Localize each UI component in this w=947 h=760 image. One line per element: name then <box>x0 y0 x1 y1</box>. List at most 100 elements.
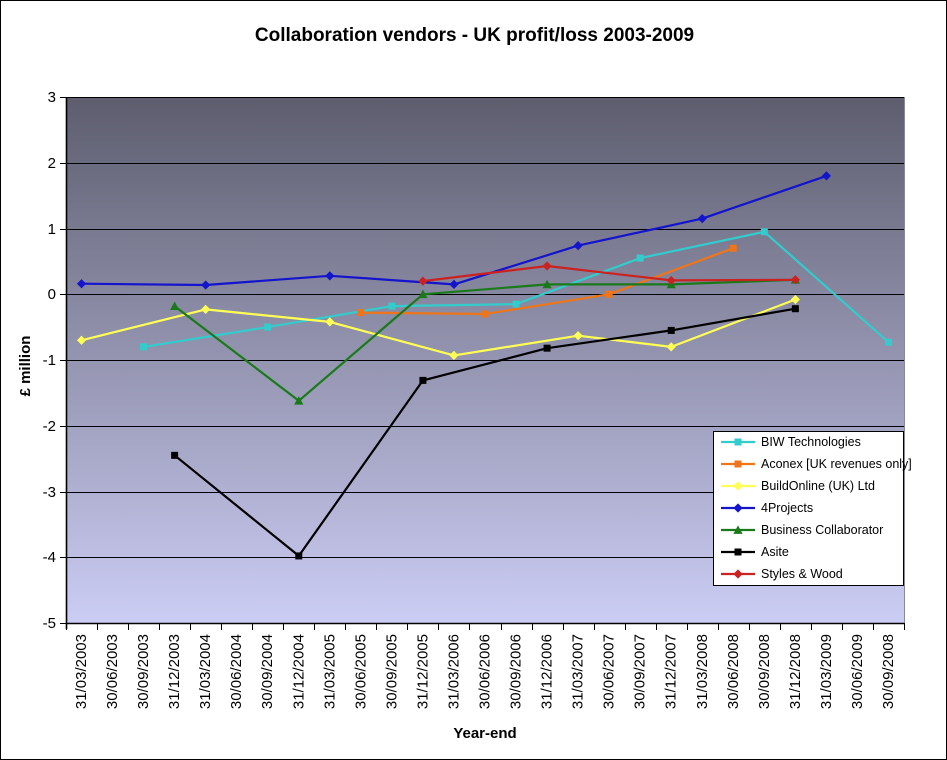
series-marker-buildonline-uk-ltd <box>76 335 87 345</box>
x-tick-label: 31/03/2007 <box>570 634 587 709</box>
y-tick-label: 0 <box>48 286 56 303</box>
series-marker-4projects <box>325 271 335 281</box>
legend-swatch-marker <box>733 481 743 491</box>
x-tick-label: 31/12/2005 <box>414 634 431 709</box>
series-marker-styles-wood <box>666 275 676 286</box>
x-tick-label: 30/09/2007 <box>632 634 649 709</box>
x-tick-label: 30/06/2003 <box>104 634 121 709</box>
series-4projects <box>76 171 832 290</box>
legend-item-buildonline-uk-ltd: BuildOnline (UK) Ltd <box>721 479 875 493</box>
series-marker-styles-wood <box>542 261 552 271</box>
series-marker-4projects <box>201 280 211 290</box>
series-marker-biw-technologies <box>388 302 396 310</box>
x-tick-label: 31/12/2004 <box>290 634 307 709</box>
series-asite <box>171 305 799 560</box>
legend-label: Aconex [UK revenues only] <box>761 457 912 471</box>
series-marker-biw-technologies <box>140 343 148 351</box>
x-tick-label: 31/12/2007 <box>663 634 680 709</box>
legend-item-4projects: 4Projects <box>721 501 813 515</box>
legend-swatch-marker <box>733 569 743 579</box>
x-tick-label: 30/09/2006 <box>508 634 525 709</box>
legend-label: Styles & Wood <box>761 567 843 581</box>
series-marker-buildonline-uk-ltd <box>790 294 800 305</box>
legend-swatch-marker <box>733 503 743 513</box>
legend-item-styles-wood: Styles & Wood <box>721 567 843 581</box>
series-marker-styles-wood <box>418 276 428 286</box>
y-tick-label: -4 <box>43 549 56 566</box>
legend-item-aconex-uk-revenues-only: Aconex [UK revenues only] <box>721 457 912 471</box>
legend-label: BuildOnline (UK) Ltd <box>761 479 875 493</box>
series-marker-asite <box>667 326 675 334</box>
legend-item-biw-technologies: BIW Technologies <box>721 435 861 449</box>
legend-item-business-collaborator: Business Collaborator <box>721 523 883 537</box>
series-line-asite <box>173 307 797 558</box>
x-tick-label: 31/12/2008 <box>787 634 804 709</box>
series-marker-buildonline-uk-ltd <box>201 304 211 314</box>
x-tick-label: 30/06/2008 <box>725 634 742 709</box>
series-marker-buildonline-uk-ltd <box>325 317 335 327</box>
series-marker-asite <box>295 552 303 560</box>
x-tick-label: 31/03/2005 <box>321 634 338 709</box>
series-marker-biw-technologies <box>636 254 644 262</box>
series-buildonline-uk-ltd <box>76 294 800 360</box>
series-marker-buildonline-uk-ltd <box>449 350 459 360</box>
series-marker-business-collaborator <box>294 396 304 405</box>
series-marker-4projects <box>449 279 459 289</box>
legend-item-asite: Asite <box>721 545 789 559</box>
legend-label: BIW Technologies <box>761 435 861 449</box>
series-marker-biw-technologies <box>760 228 768 236</box>
series-line-aconex-uk-revenues-only <box>359 247 735 316</box>
x-tick-label: 30/06/2009 <box>849 634 866 709</box>
series-marker-buildonline-uk-ltd <box>666 342 676 352</box>
legend-label: Asite <box>761 545 789 559</box>
x-tick-label: 31/12/2003 <box>166 634 183 709</box>
series-marker-4projects <box>821 171 832 181</box>
legend-label: 4Projects <box>761 501 813 515</box>
x-tick-label: 30/09/2005 <box>383 634 400 709</box>
series-marker-business-collaborator <box>418 289 428 299</box>
series-marker-4projects <box>573 240 583 251</box>
y-tick-label: 2 <box>48 155 56 172</box>
x-tick-label: 30/06/2004 <box>228 634 245 709</box>
series-marker-biw-technologies <box>264 323 272 331</box>
y-tick-label: -2 <box>43 418 56 435</box>
legend-swatch-marker <box>734 548 742 556</box>
series-marker-aconex-uk-revenues-only <box>605 290 613 298</box>
series-marker-biw-technologies <box>512 300 520 308</box>
series-marker-asite <box>543 344 551 352</box>
series-marker-asite <box>171 451 179 459</box>
y-tick-label: -5 <box>43 615 56 632</box>
x-tick-label: 31/03/2004 <box>197 634 214 709</box>
series-marker-buildonline-uk-ltd <box>573 331 583 341</box>
y-tick-label: 3 <box>48 89 56 106</box>
x-tick-label: 31/03/2006 <box>445 634 462 709</box>
series-marker-business-collaborator <box>170 301 180 310</box>
legend-swatch-marker <box>733 525 743 534</box>
series-line-business-collaborator <box>173 278 797 402</box>
legend-swatch-marker <box>734 438 742 446</box>
series-marker-asite <box>419 376 427 384</box>
series-line-styles-wood <box>421 264 797 283</box>
series-marker-aconex-uk-revenues-only <box>729 244 737 252</box>
series-aconex-uk-revenues-only <box>357 244 737 318</box>
x-tick-label: 31/03/2008 <box>694 634 711 709</box>
x-tick-label: 30/09/2003 <box>135 634 152 709</box>
x-tick-label: 31/12/2006 <box>539 634 556 709</box>
y-tick-label: 1 <box>48 221 56 238</box>
series-marker-asite <box>791 305 799 313</box>
legend-label: Business Collaborator <box>761 523 883 537</box>
chart-title: Collaboration vendors - UK profit/loss 2… <box>254 25 695 46</box>
x-tick-label: 30/09/2004 <box>259 634 276 709</box>
x-axis-title: Year-end <box>453 725 517 742</box>
x-tick-label: 30/06/2007 <box>601 634 618 709</box>
legend-swatch-marker <box>734 460 742 468</box>
series-marker-aconex-uk-revenues-only <box>357 309 365 317</box>
x-tick-label: 31/03/2009 <box>818 634 835 709</box>
legend: BIW Technologies Aconex [UK revenues only… <box>713 431 912 586</box>
series-marker-styles-wood <box>790 275 800 285</box>
series-marker-biw-technologies <box>884 338 892 346</box>
y-axis-title: £ million <box>17 335 34 397</box>
x-tick-label: 30/06/2005 <box>352 634 369 709</box>
